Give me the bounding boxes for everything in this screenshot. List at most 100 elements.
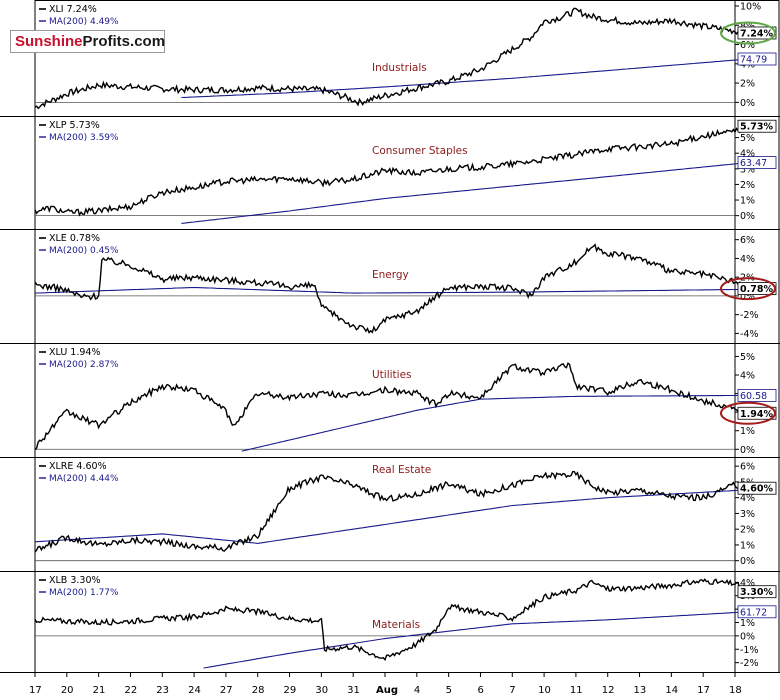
ma-value-label: 61.72 <box>740 607 767 618</box>
panel-xle: -4%-2%0%2%4%6%XLE 0.78%MA(200) 0.45%Ener… <box>0 229 780 340</box>
legend-ma-label: MA(200) 4.49% <box>49 17 119 27</box>
x-tick-label: 21 <box>93 685 106 696</box>
y-tick-label: 2% <box>740 79 755 90</box>
legend-ma-label: MA(200) 3.59% <box>49 133 119 143</box>
y-tick-label: 4% <box>740 493 755 504</box>
y-tick-label: 6% <box>740 40 755 51</box>
sector-title: Materials <box>372 619 420 631</box>
price-line <box>34 123 749 217</box>
legend-price-label: XLI 7.24% <box>49 4 97 15</box>
x-tick-label: 31 <box>347 685 360 696</box>
y-tick-label: 2% <box>740 180 755 191</box>
ma200-line <box>181 162 748 224</box>
ma-value-label: 63.47 <box>740 158 767 169</box>
y-tick-label: 6% <box>740 462 755 473</box>
y-tick-label: 3% <box>740 509 755 520</box>
y-tick-label: 2% <box>740 525 755 536</box>
y-tick-label: 4% <box>740 371 755 382</box>
panel-xlb: -2%-1%0%1%2%3%4%XLB 3.30%MA(200) 1.77%Ma… <box>0 571 780 669</box>
sector-title: Utilities <box>372 369 412 381</box>
x-tick-label: 10 <box>538 685 551 696</box>
y-tick-label: 5% <box>740 133 755 144</box>
legend-ma-label: MA(200) 0.45% <box>49 246 119 256</box>
y-tick-label: 0% <box>740 445 755 456</box>
y-tick-label: 10% <box>740 2 761 13</box>
sector-title: Energy <box>372 269 409 281</box>
x-tick-label: 17 <box>697 685 710 696</box>
y-tick-label: -2% <box>740 658 759 669</box>
price-line <box>34 362 749 451</box>
x-tick-label: 11 <box>570 685 583 696</box>
y-tick-label: 1% <box>740 196 755 207</box>
legend-ma-label: MA(200) 2.87% <box>49 360 119 370</box>
highlight-ring <box>720 277 776 301</box>
y-tick-label: 1% <box>740 618 755 629</box>
x-tick-label: 30 <box>315 685 328 696</box>
ma-value-box <box>737 52 777 66</box>
price-line <box>34 7 748 110</box>
legend-price-label: XLU 1.94% <box>49 347 100 358</box>
y-tick-label: -2% <box>740 310 759 321</box>
x-tick-label: 14 <box>665 685 678 696</box>
last-value-label: 7.24% <box>740 28 773 39</box>
last-value-label: 0.78% <box>740 284 773 295</box>
ma200-line <box>203 611 748 669</box>
y-tick-label: 4% <box>740 254 755 265</box>
ma200-line <box>181 58 748 99</box>
y-tick-label: -4% <box>740 329 759 340</box>
last-value-label: 4.60% <box>740 484 773 495</box>
last-value-label: 1.94% <box>740 409 773 420</box>
x-tick-label: 24 <box>188 685 201 696</box>
panel-xlp: 0% 1% 2% 3% 4% 5% XLP 5.73% MA(200) 3.59% Consum… <box>0 116 780 224</box>
ma200-line <box>241 394 748 452</box>
y-tick-label: 1% <box>740 426 755 437</box>
legend-price-label: XLB 3.30% <box>49 575 101 586</box>
y-tick-label: 0% <box>740 98 755 109</box>
x-tick-label: 12 <box>602 685 615 696</box>
x-tick-label: 6 <box>477 685 483 696</box>
logo-part-1: Sunshine <box>15 33 83 50</box>
ma200-line <box>34 286 748 294</box>
last-value-box <box>737 481 777 495</box>
x-tick-label: 29 <box>284 685 297 696</box>
legend-price-label: XLRE 4.60% <box>49 461 107 472</box>
y-tick-label: 4% <box>740 149 755 160</box>
ma-value-label: 60.58 <box>740 391 767 402</box>
y-tick-label: 8% <box>740 21 755 32</box>
ma200-line <box>34 489 748 544</box>
x-tick-label: 4 <box>414 685 420 696</box>
y-tick-label: 0% <box>740 631 755 642</box>
x-tick-label: 28 <box>252 685 265 696</box>
y-tick-label: 1% <box>740 540 755 551</box>
logo-part-2: Profits.com <box>82 33 166 50</box>
y-tick-label: 0% <box>740 291 755 302</box>
y-tick-label: 6% <box>740 235 755 246</box>
x-tick-label: 18 <box>729 685 742 696</box>
price-line <box>34 578 749 662</box>
last-value-box <box>737 585 777 599</box>
x-tick-label: 23 <box>156 685 169 696</box>
legend-price-label: XLE 0.78% <box>49 233 100 244</box>
sunshine-profits-logo: SunshineProfits.com <box>10 30 165 53</box>
legend-price-label: XLP 5.73% <box>49 120 100 131</box>
sector-title: Real Estate <box>372 464 431 476</box>
x-tick-label: Aug <box>376 685 398 696</box>
price-line <box>34 470 748 553</box>
x-tick-label: 17 <box>29 685 42 696</box>
y-tick-label: 5% <box>740 352 755 363</box>
last-value-label: 5.73% <box>740 122 773 133</box>
ma-value-box <box>737 389 777 402</box>
y-tick-label: -1% <box>740 645 759 656</box>
panel-xlre: 0%1%2%3%4%5%6%XLRE 4.60%MA(200) 4.44%Rea… <box>0 457 780 567</box>
price-line <box>34 243 749 334</box>
y-tick-label: 0% <box>740 556 755 567</box>
x-tick-label: 20 <box>61 685 74 696</box>
legend-ma-label: MA(200) 1.77% <box>49 588 119 598</box>
ma-value-box <box>737 156 777 169</box>
legend-ma-label: MA(200) 4.44% <box>49 474 119 484</box>
highlight-ring <box>720 401 776 425</box>
last-value-box <box>737 119 777 133</box>
ma-value-label: 74.79 <box>740 55 767 66</box>
sector-title: Consumer Staples <box>372 145 468 157</box>
